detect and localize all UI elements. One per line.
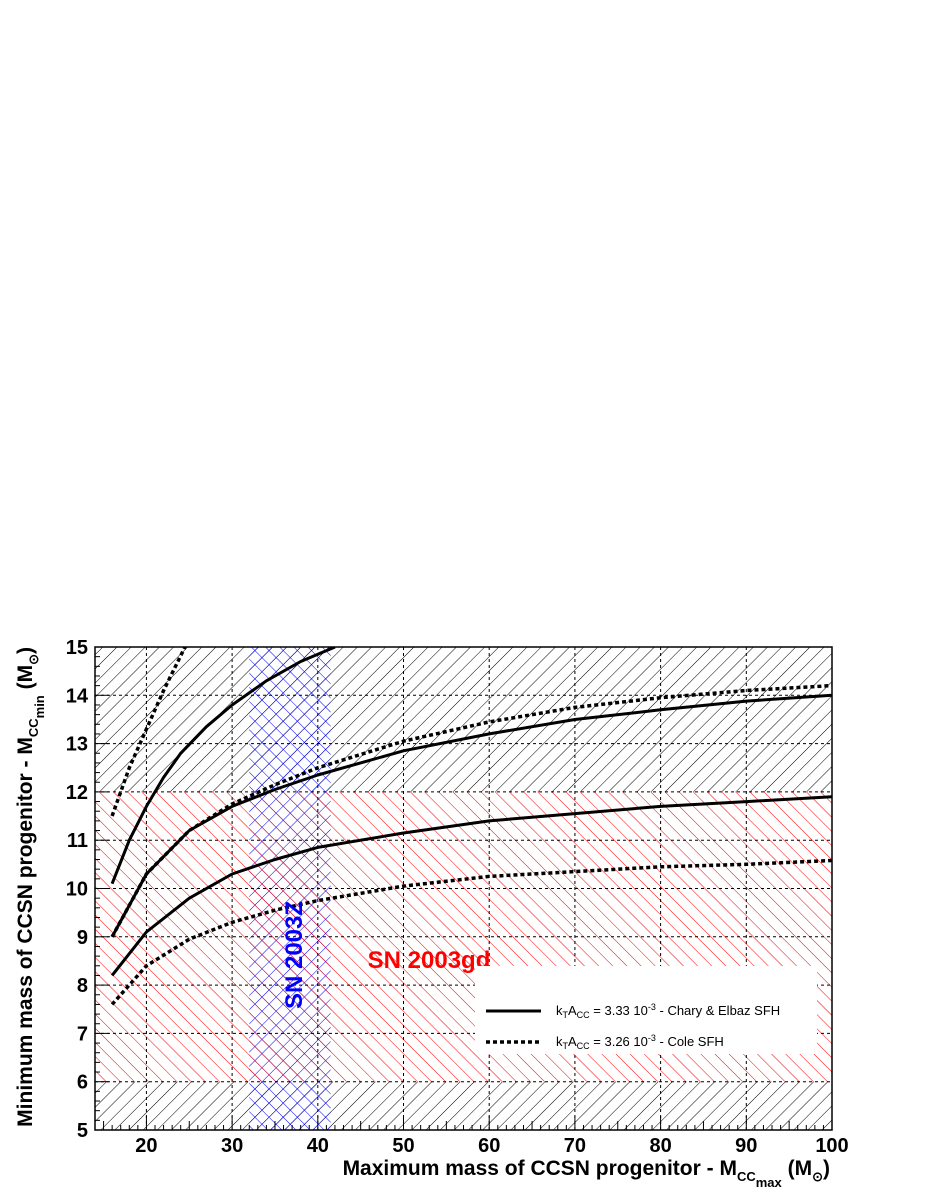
x-tick-label-1: 30 [221, 1135, 243, 1157]
y-tick-label-3: 8 [77, 975, 88, 997]
y-tick-label-1: 6 [77, 1072, 88, 1094]
y-tick-label-7: 12 [66, 782, 88, 804]
x-tick-label-6: 80 [649, 1135, 671, 1157]
band-label-sn2003gd: SN 2003gd [368, 947, 491, 974]
x-axis-title: Maximum mass of CCSN progenitor - MCCmax… [343, 1157, 830, 1190]
band-label-sn2003z: SN 2003Z [281, 901, 308, 1009]
y-tick-label-10: 15 [66, 637, 88, 659]
x-tick-label-2: 40 [307, 1135, 329, 1157]
y-axis-title: Minimum mass of CCSN progenitor - MCCmin… [14, 647, 47, 1127]
y-tick-label-4: 9 [77, 927, 88, 949]
x-tick-label-3: 50 [392, 1135, 414, 1157]
x-tick-label-4: 60 [478, 1135, 500, 1157]
y-tick-label-8: 13 [66, 734, 88, 756]
legend: kTACC = 3.33 10-3 - Chary & Elbaz SFH kT… [475, 966, 817, 1054]
x-tick-label-0: 20 [135, 1135, 157, 1157]
excluded-region-0 [95, 647, 832, 792]
excluded-region-1 [95, 1081, 832, 1130]
x-tick-label-8: 100 [815, 1135, 848, 1157]
legend-entry-solid: kTACC = 3.33 10-3 - Chary & Elbaz SFH [556, 1002, 780, 1020]
series-line-5 [110, 858, 832, 1006]
y-tick-label-2: 7 [77, 1023, 88, 1045]
x-tick-label-5: 70 [564, 1135, 586, 1157]
y-tick-label-6: 11 [67, 830, 88, 852]
series-line-4 [110, 683, 832, 938]
series-line-2 [110, 795, 832, 977]
y-tick-label-9: 14 [66, 685, 89, 707]
series-line-3 [110, 647, 187, 817]
y-tick-label-0: 5 [77, 1120, 88, 1142]
y-tick-label-5: 10 [66, 879, 88, 901]
legend-entry-dotted: kTACC = 3.26 10-3 - Cole SFH [556, 1033, 724, 1051]
x-tick-label-7: 90 [735, 1135, 757, 1157]
series-line-0 [110, 647, 336, 885]
